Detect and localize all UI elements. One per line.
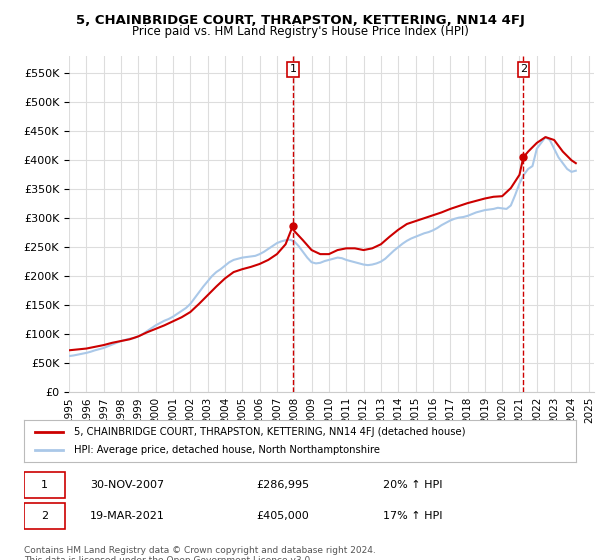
Text: 30-NOV-2007: 30-NOV-2007	[90, 480, 164, 490]
Text: Contains HM Land Registry data © Crown copyright and database right 2024.
This d: Contains HM Land Registry data © Crown c…	[24, 546, 376, 560]
Text: 20% ↑ HPI: 20% ↑ HPI	[383, 480, 442, 490]
Text: 2: 2	[520, 64, 527, 74]
Text: HPI: Average price, detached house, North Northamptonshire: HPI: Average price, detached house, Nort…	[74, 445, 380, 455]
Text: Price paid vs. HM Land Registry's House Price Index (HPI): Price paid vs. HM Land Registry's House …	[131, 25, 469, 38]
Text: 5, CHAINBRIDGE COURT, THRAPSTON, KETTERING, NN14 4FJ: 5, CHAINBRIDGE COURT, THRAPSTON, KETTERI…	[76, 14, 524, 27]
Text: £286,995: £286,995	[256, 480, 309, 490]
Text: 5, CHAINBRIDGE COURT, THRAPSTON, KETTERING, NN14 4FJ (detached house): 5, CHAINBRIDGE COURT, THRAPSTON, KETTERI…	[74, 427, 465, 437]
Text: 2: 2	[41, 511, 48, 521]
FancyBboxPatch shape	[24, 473, 65, 498]
Text: 17% ↑ HPI: 17% ↑ HPI	[383, 511, 442, 521]
Text: 1: 1	[41, 480, 48, 490]
FancyBboxPatch shape	[24, 503, 65, 529]
Text: £405,000: £405,000	[256, 511, 308, 521]
Text: 19-MAR-2021: 19-MAR-2021	[90, 511, 165, 521]
Text: 1: 1	[289, 64, 296, 74]
